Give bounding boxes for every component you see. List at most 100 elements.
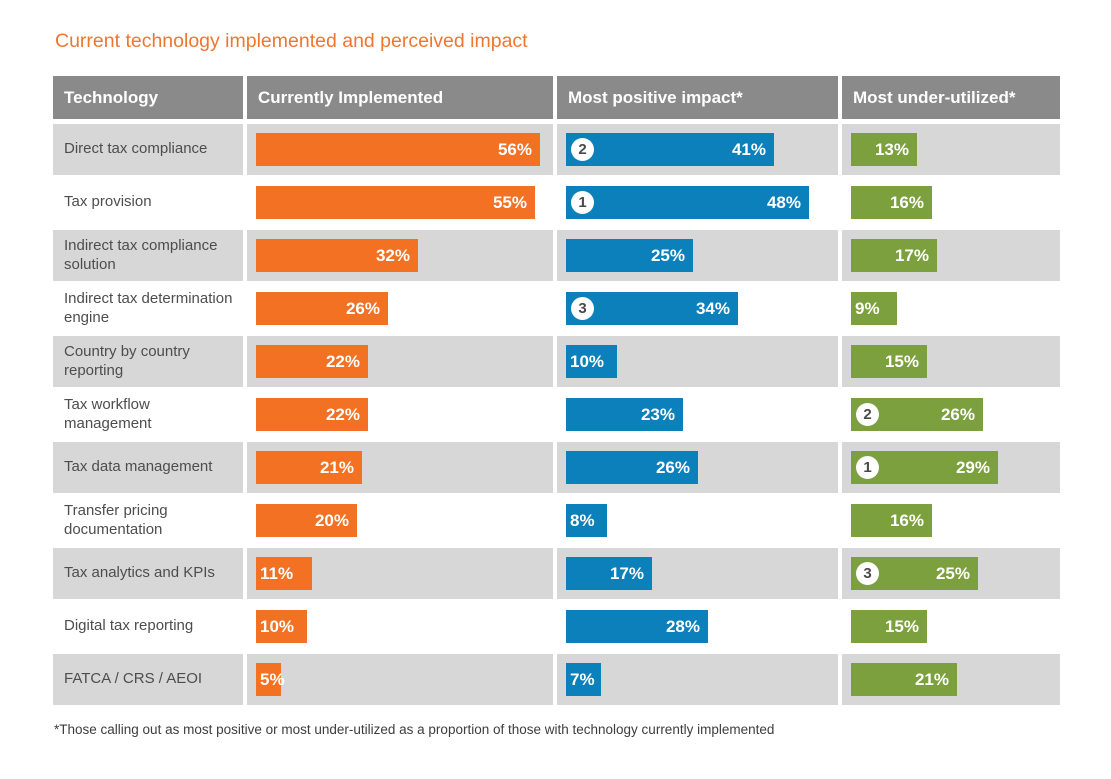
bar-cell: 25% — [557, 230, 838, 281]
technology-label: Tax workflow management — [53, 389, 243, 440]
under-utilized-bar: 17% — [851, 239, 937, 272]
implemented-bar: 22% — [256, 345, 368, 378]
bar-cell: 3 25% — [842, 548, 1060, 599]
bar-value-label: 26% — [655, 457, 690, 477]
table-header-row: Technology Currently Implemented Most po… — [53, 76, 1060, 119]
table-row: Tax analytics and KPIs 11% 17% 3 25% — [53, 548, 1060, 599]
implemented-bar: 10% — [256, 610, 307, 643]
positive-impact-bar: 1 48% — [566, 186, 809, 219]
bar-value-label: 10% — [260, 616, 295, 636]
implemented-bar: 22% — [256, 398, 368, 431]
bar-cell: 21% — [842, 654, 1060, 705]
bar-value-label: 23% — [640, 404, 675, 424]
under-utilized-bar: 9% — [851, 292, 897, 325]
bar-value-label: 25% — [935, 563, 970, 583]
bar-value-label: 41% — [731, 139, 766, 159]
header-most-positive-impact: Most positive impact* — [557, 76, 838, 119]
bar-value-label: 29% — [955, 457, 990, 477]
bar-value-label: 34% — [695, 298, 730, 318]
table-row: Tax workflow management 22% 23% 2 26% — [53, 389, 1060, 440]
bar-cell: 11% — [247, 548, 553, 599]
header-technology: Technology — [53, 76, 243, 119]
header-most-under-utilized: Most under-utilized* — [842, 76, 1060, 119]
positive-impact-bar: 17% — [566, 557, 652, 590]
bar-value-label: 32% — [375, 245, 410, 265]
rank-badge: 1 — [571, 191, 594, 214]
bar-cell: 15% — [842, 601, 1060, 652]
technology-label: Country by country reporting — [53, 336, 243, 387]
bar-value-label: 56% — [497, 139, 532, 159]
bar-cell: 3 34% — [557, 283, 838, 334]
header-most-under-utilized-label: Most under-utilized* — [853, 87, 1016, 107]
positive-impact-bar: 7% — [566, 663, 601, 696]
header-currently-implemented-label: Currently Implemented — [258, 87, 444, 107]
bar-cell: 32% — [247, 230, 553, 281]
bar-cell: 21% — [247, 442, 553, 493]
table-row: Transfer pricing documentation 20% 8% 16% — [53, 495, 1060, 546]
bar-value-label: 25% — [650, 245, 685, 265]
positive-impact-bar: 23% — [566, 398, 683, 431]
bar-value-label: 5% — [260, 669, 285, 689]
bar-value-label: 17% — [609, 563, 644, 583]
positive-impact-bar: 26% — [566, 451, 698, 484]
footnote: *Those calling out as most positive or m… — [54, 722, 775, 737]
implemented-bar: 20% — [256, 504, 357, 537]
table-row: Country by country reporting 22% 10% 15% — [53, 336, 1060, 387]
under-utilized-bar: 15% — [851, 610, 927, 643]
implemented-bar: 26% — [256, 292, 388, 325]
positive-impact-bar: 10% — [566, 345, 617, 378]
under-utilized-bar: 1 29% — [851, 451, 998, 484]
positive-impact-bar: 3 34% — [566, 292, 738, 325]
table-row: Digital tax reporting 10% 28% 15% — [53, 601, 1060, 652]
bar-cell: 56% — [247, 124, 553, 175]
bar-cell: 2 26% — [842, 389, 1060, 440]
bar-cell: 20% — [247, 495, 553, 546]
bar-value-label: 16% — [889, 192, 924, 212]
bar-cell: 2 41% — [557, 124, 838, 175]
table-row: FATCA / CRS / AEOI 5% 7% 21% — [53, 654, 1060, 705]
rank-badge: 2 — [571, 138, 594, 161]
implemented-bar: 5% — [256, 663, 285, 696]
header-currently-implemented: Currently Implemented — [247, 76, 553, 119]
bar-value-label: 8% — [570, 510, 595, 530]
technology-label: Digital tax reporting — [53, 601, 243, 652]
bar-value-label: 22% — [325, 404, 360, 424]
bar-cell: 10% — [557, 336, 838, 387]
technology-label: Indirect tax compliance solution — [53, 230, 243, 281]
bar-cell: 22% — [247, 336, 553, 387]
under-utilized-bar: 13% — [851, 133, 917, 166]
bar-value-label: 26% — [940, 404, 975, 424]
technology-label: Tax analytics and KPIs — [53, 548, 243, 599]
bar-cell: 9% — [842, 283, 1060, 334]
bar-value-label: 26% — [345, 298, 380, 318]
bar-value-label: 21% — [319, 457, 354, 477]
implemented-bar: 32% — [256, 239, 418, 272]
under-utilized-bar: 16% — [851, 186, 932, 219]
bar-cell: 13% — [842, 124, 1060, 175]
bar-cell: 15% — [842, 336, 1060, 387]
header-technology-label: Technology — [64, 87, 159, 107]
implemented-bar: 11% — [256, 557, 312, 590]
bar-cell: 28% — [557, 601, 838, 652]
technology-label: Tax data management — [53, 442, 243, 493]
header-most-positive-impact-label: Most positive impact* — [568, 87, 743, 107]
positive-impact-bar: 8% — [566, 504, 607, 537]
table-body: Direct tax compliance 56% 2 41% 13% Tax provi… — [53, 124, 1060, 705]
technology-impact-table: Technology Currently Implemented Most po… — [53, 76, 1060, 707]
bar-cell: 8% — [557, 495, 838, 546]
bar-cell: 23% — [557, 389, 838, 440]
under-utilized-bar: 15% — [851, 345, 927, 378]
under-utilized-bar: 21% — [851, 663, 957, 696]
under-utilized-bar: 16% — [851, 504, 932, 537]
positive-impact-bar: 28% — [566, 610, 708, 643]
bar-value-label: 11% — [260, 563, 294, 583]
under-utilized-bar: 2 26% — [851, 398, 983, 431]
bar-value-label: 55% — [492, 192, 527, 212]
rank-badge: 1 — [856, 456, 879, 479]
table-row: Indirect tax determination engine 26% 3 34%… — [53, 283, 1060, 334]
implemented-bar: 56% — [256, 133, 540, 166]
rank-badge: 2 — [856, 403, 879, 426]
bar-value-label: 22% — [325, 351, 360, 371]
bar-cell: 1 48% — [557, 177, 838, 228]
